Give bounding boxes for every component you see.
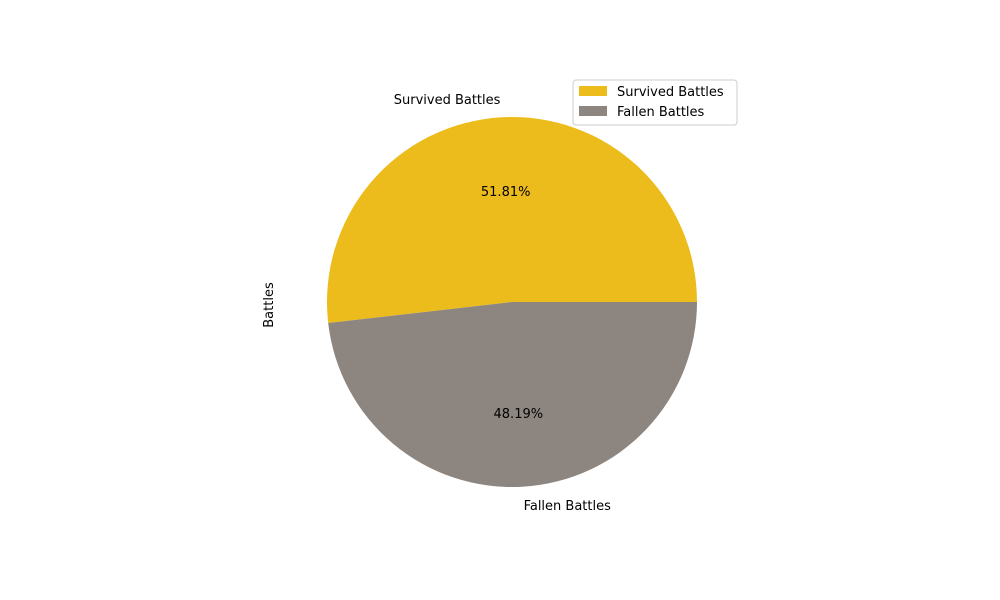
y-axis-label: Battles — [262, 282, 277, 328]
pie-percent-labels: 51.81% 48.19% — [481, 185, 543, 422]
slice-label-survived-battles: Survived Battles — [394, 93, 501, 108]
legend-swatch-fallen — [579, 106, 607, 116]
pie-slice-fallen-battles — [328, 302, 697, 488]
legend-swatch-survived — [579, 86, 607, 96]
pie-slice-labels: Survived Battles Fallen Battles — [394, 93, 611, 514]
slice-label-fallen-battles: Fallen Battles — [524, 499, 612, 514]
pie-slices — [327, 117, 697, 488]
percent-label-survived-battles: 51.81% — [481, 185, 531, 200]
legend: Survived Battles Fallen Battles — [572, 79, 738, 126]
pie-slice-survived-battles — [327, 117, 697, 323]
legend-label-fallen: Fallen Battles — [617, 105, 705, 120]
percent-label-fallen-battles: 48.19% — [494, 407, 544, 422]
legend-frame — [572, 79, 738, 126]
legend-label-survived: Survived Battles — [617, 85, 724, 100]
